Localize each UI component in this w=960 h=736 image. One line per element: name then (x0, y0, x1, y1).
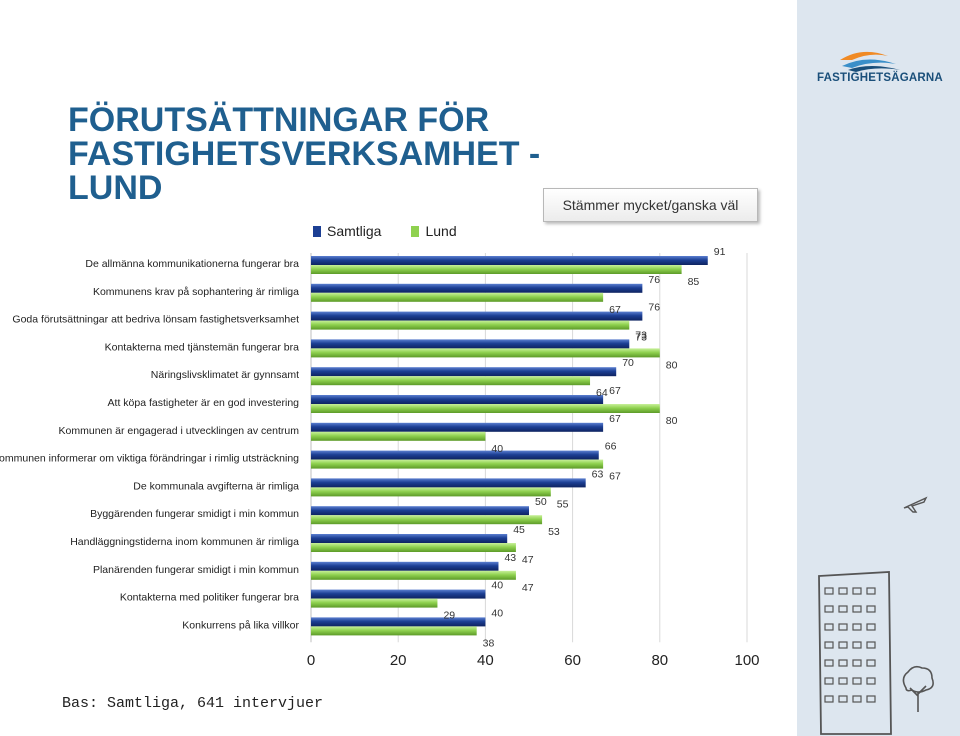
bar-lund (311, 487, 551, 497)
value-label-lund: 47 (522, 582, 534, 594)
category-label: Kontakterna med tjänstemän fungerar bra (105, 341, 300, 353)
x-tick-label: 100 (734, 652, 759, 669)
bar-lund (311, 376, 591, 386)
bar-samtliga (311, 422, 604, 432)
logo-icon (840, 51, 900, 72)
value-label-samtliga: 66 (605, 441, 617, 453)
value-label-samtliga: 40 (491, 580, 503, 592)
bar-samtliga (311, 589, 486, 599)
x-tick-label: 20 (390, 652, 407, 669)
value-label-lund: 73 (635, 332, 647, 344)
value-label-lund: 40 (491, 443, 503, 455)
right-sidebar (797, 0, 960, 736)
value-label-samtliga: 91 (714, 246, 726, 258)
building-icon (818, 571, 892, 735)
bar-lund (311, 626, 477, 636)
value-label-samtliga: 70 (622, 357, 634, 369)
chart-legend: Samtliga Lund (313, 222, 487, 240)
value-label-samtliga: 76 (648, 302, 660, 314)
value-label-samtliga: 73 (635, 329, 647, 341)
value-label-lund: 47 (522, 554, 534, 566)
bar-samtliga (311, 561, 499, 571)
legend-swatch-samtliga (313, 225, 321, 237)
bar-samtliga (311, 395, 604, 404)
category-label: Näringslivsklimatet är gynnsamt (151, 369, 299, 381)
legend-swatch-lund (411, 225, 420, 237)
category-label: Goda förutsättningar att bedriva lönsam … (12, 314, 299, 326)
value-label-lund: 38 (483, 637, 495, 649)
bar-lund (311, 348, 660, 358)
brand-name: FASTIGHETSÄGARNA (817, 72, 943, 84)
category-label: Handläggningstiderna inom kommunen är ri… (70, 536, 299, 548)
tree-icon (902, 665, 934, 712)
category-label: Kommunen informerar om viktiga förändrin… (0, 453, 299, 465)
value-label-lund: 85 (688, 276, 700, 288)
bar-samtliga (311, 617, 486, 627)
value-label-samtliga: 67 (609, 385, 621, 397)
value-label-lund: 64 (596, 387, 608, 399)
value-label-lund: 55 (557, 498, 569, 510)
bar-samtliga (311, 534, 508, 543)
bar-lund (311, 265, 682, 274)
value-label-samtliga: 63 (592, 468, 604, 480)
value-label-lund: 67 (609, 471, 621, 483)
plane-icon (903, 496, 928, 513)
category-label: Kommunens krav på sophantering är rimlig… (93, 286, 299, 298)
question-label: Stämmer mycket/ganska väl (543, 188, 758, 222)
value-label-lund: 29 (443, 610, 455, 622)
value-label-samtliga: 67 (609, 413, 621, 425)
legend-label-samtliga: Samtliga (327, 223, 382, 239)
bar-lund (311, 431, 486, 441)
bar-samtliga (311, 256, 708, 265)
category-label: De kommunala avgifterna är rimliga (133, 480, 299, 492)
category-label: De allmänna kommunikationerna fungerar b… (85, 258, 299, 270)
category-label: Planärenden fungerar smidigt i min kommu… (93, 564, 299, 576)
bar-lund (311, 404, 660, 413)
legend-item-samtliga: Samtliga (313, 223, 381, 239)
bar-lund (311, 570, 516, 580)
bar-lund (311, 459, 604, 469)
bar-lund (311, 598, 438, 608)
x-tick-label: 60 (564, 652, 581, 669)
category-label: Konkurrens på lika villkor (182, 619, 299, 631)
category-label: Kontakterna med politiker fungerar bra (120, 592, 299, 604)
category-label: Kommunen är engagerad i utvecklingen av … (59, 425, 300, 437)
footer-base-note: Bas: Samtliga, 641 intervjuer (62, 695, 324, 712)
legend-item-lund: Lund (411, 223, 457, 239)
bar-lund (311, 543, 516, 552)
bar-lund (311, 292, 604, 302)
bar-lund (311, 320, 630, 330)
category-label: Byggärenden fungerar smidigt i min kommu… (90, 508, 299, 520)
value-label-lund: 80 (666, 415, 678, 427)
value-label-lund: 80 (666, 359, 678, 371)
bar-samtliga (311, 478, 586, 488)
value-label-samtliga: 45 (513, 524, 525, 536)
category-label: Att köpa fastigheter är en god investeri… (108, 397, 300, 409)
x-tick-label: 0 (307, 652, 315, 669)
page-title: FÖRUTSÄTTNINGAR FÖR FASTIGHETSVERKSAMHET… (68, 101, 541, 207)
value-label-lund: 67 (609, 304, 621, 316)
x-tick-label: 80 (651, 652, 668, 669)
bar-samtliga (311, 283, 643, 293)
value-label-samtliga: 40 (491, 607, 503, 619)
bar-samtliga (311, 311, 643, 321)
bar-samtliga (311, 367, 617, 377)
bar-samtliga (311, 450, 599, 460)
value-label-samtliga: 50 (535, 496, 547, 508)
legend-label-lund: Lund (425, 223, 457, 239)
bar-samtliga (311, 339, 630, 349)
value-label-lund: 53 (548, 526, 560, 538)
value-label-samtliga: 43 (504, 552, 516, 564)
bar-lund (311, 515, 543, 525)
bar-samtliga (311, 506, 529, 516)
x-tick-label: 40 (477, 652, 494, 669)
value-label-samtliga: 76 (648, 274, 660, 286)
